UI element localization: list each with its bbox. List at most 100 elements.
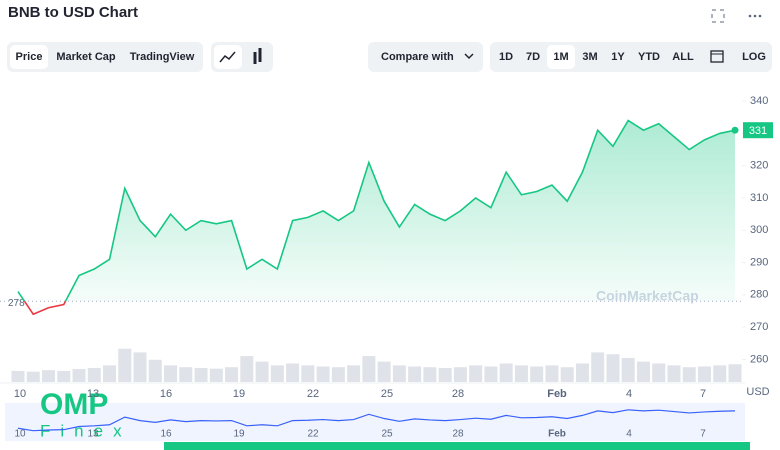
volume-bar [209, 368, 223, 382]
range-button[interactable]: 1D [499, 51, 513, 63]
active-tab [10, 45, 48, 69]
price-badge-label: 331 [749, 125, 767, 137]
toolbar-icons [711, 9, 762, 23]
range-button[interactable]: YTD [638, 51, 660, 63]
volume-bar [392, 365, 406, 382]
navigator-tick-label: 4 [626, 429, 632, 440]
volume-bar [87, 367, 101, 382]
line-type[interactable] [214, 45, 242, 69]
range-button[interactable]: 3M [582, 51, 597, 63]
y-tick-label: 270 [750, 321, 768, 333]
volume-bar [362, 356, 376, 382]
volume-bar [148, 359, 162, 382]
volume-bar [377, 361, 391, 382]
range-button[interactable]: 1Y [611, 51, 625, 63]
range-button[interactable]: 1M [553, 51, 568, 63]
volume-bar [347, 365, 361, 382]
volume-bar [652, 363, 666, 382]
area [18, 120, 735, 302]
volume-bar [408, 366, 422, 382]
volume-bar [636, 361, 650, 382]
volume-bar [591, 352, 605, 382]
range-button[interactable]: ALL [672, 51, 694, 63]
volume-bar [530, 366, 544, 382]
x-tick-label: 25 [381, 388, 393, 400]
navigator-tick-label: 19 [233, 429, 245, 440]
logo-sub: Finex [40, 421, 132, 440]
volume-bar [255, 361, 269, 382]
volume-bar [453, 367, 467, 382]
volume-bar [179, 367, 193, 382]
x-tick-label: 13 [87, 388, 99, 400]
navigator-tick-label: 25 [381, 429, 393, 440]
volume-bar [331, 367, 345, 382]
navigator-tick-label: 7 [700, 429, 706, 440]
logo: OMP [40, 388, 108, 421]
view-tab[interactable]: Price [16, 51, 43, 63]
x-tick-label: Feb [547, 388, 567, 400]
volume-bar [11, 370, 25, 382]
compare-label: Compare with [381, 51, 454, 63]
volume-bar [301, 365, 315, 382]
x-tick-label: 16 [160, 388, 172, 400]
volume-bar [575, 363, 589, 382]
volume-bar [194, 367, 208, 382]
x-tick-label: 19 [233, 388, 245, 400]
navigator-line [17, 409, 736, 432]
volume-bar [621, 357, 635, 382]
price-line [17, 119, 736, 302]
volume-bar [697, 366, 711, 382]
view-tab[interactable]: TradingView [130, 51, 195, 63]
volume-bar [423, 367, 437, 382]
volume-bar [270, 365, 284, 382]
navigator-tick-label: 28 [452, 429, 464, 440]
volume-bar [606, 354, 620, 382]
y-tick-label: 290 [750, 256, 768, 268]
y-tick-label: 300 [750, 224, 768, 236]
volume-bar [57, 370, 71, 382]
y-tick-label: 280 [750, 289, 768, 301]
log-button[interactable]: LOG [742, 51, 766, 63]
volume-bar [240, 356, 254, 382]
volume-bar [438, 367, 452, 382]
last-point [731, 126, 739, 134]
volume-bar [728, 364, 742, 382]
navigator-tick-label: 10 [14, 429, 26, 440]
y-tick-label: 260 [750, 353, 768, 365]
volume-bar [713, 365, 727, 382]
volume-bar [225, 367, 239, 382]
volume-bar [164, 365, 178, 382]
calendar-icon[interactable] [710, 50, 724, 63]
view-group [7, 42, 203, 72]
volume-bar [560, 367, 574, 382]
x-tick-label: 4 [626, 388, 632, 400]
volume-bar [286, 363, 300, 382]
navigator-tick-label: 13 [87, 429, 99, 440]
navigator-tick-label: Feb [548, 429, 566, 440]
y-tick-label: 320 [750, 160, 768, 172]
volume-bar [133, 352, 147, 382]
x-tick-label: 10 [14, 388, 26, 400]
range-button[interactable]: 7D [526, 51, 540, 63]
y-tick-label: 310 [750, 192, 768, 204]
x-tick-label: 22 [307, 388, 319, 400]
volume-bar [26, 371, 40, 382]
y-unit: USD [746, 386, 769, 398]
volume-bar [667, 365, 681, 382]
volume-bar [72, 369, 86, 382]
volume-bar [514, 365, 528, 382]
navigator-tick-label: 22 [307, 429, 319, 440]
volume-bar [42, 370, 56, 382]
navigator [5, 403, 745, 441]
view-tab[interactable]: Market Cap [56, 51, 116, 63]
volume-bar [545, 365, 559, 382]
volume-bar [469, 365, 483, 382]
volume-bar [484, 366, 498, 382]
volume-bar [118, 348, 132, 382]
baseline-label: 278 [8, 298, 25, 309]
x-tick-label: 7 [700, 388, 706, 400]
banner-strip [164, 442, 750, 450]
compare-dropdown[interactable] [368, 42, 483, 72]
active-range [547, 45, 575, 69]
navigator-tick-label: 16 [160, 429, 172, 440]
